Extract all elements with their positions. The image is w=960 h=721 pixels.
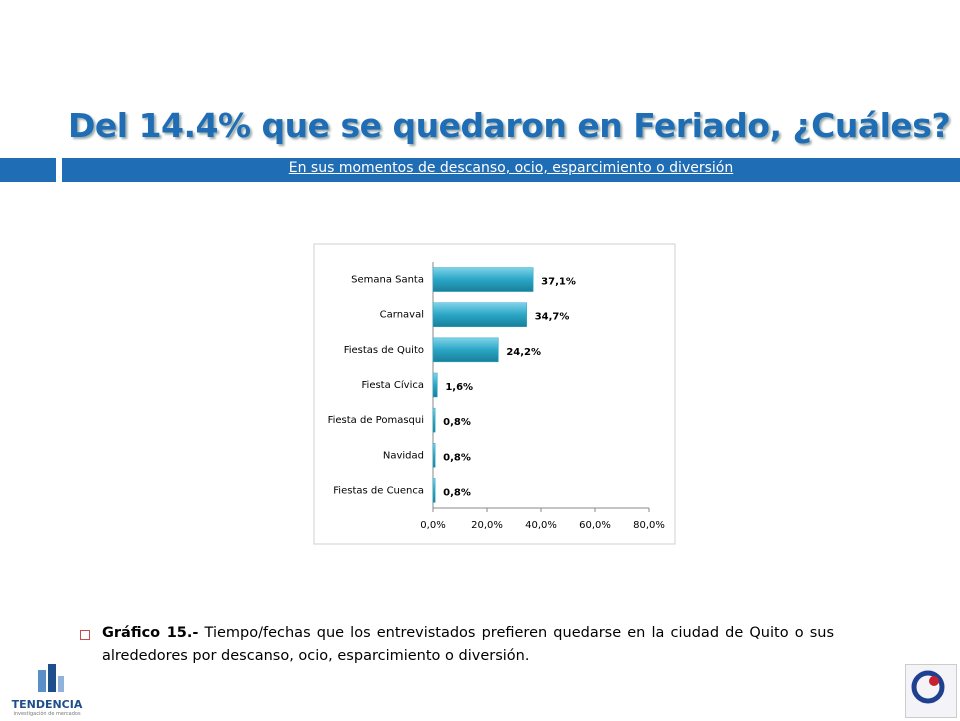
x-tick-label: 40,0% bbox=[525, 520, 557, 531]
sponsor-dot bbox=[929, 676, 939, 686]
y-tick-label: Fiestas de Quito bbox=[344, 345, 424, 356]
y-tick-label: Semana Santa bbox=[351, 275, 424, 286]
logo-tagline: investigación de mercados bbox=[13, 711, 81, 717]
logo-name: TENDENCIA bbox=[11, 698, 83, 711]
bar bbox=[432, 302, 527, 327]
logo-block bbox=[38, 670, 46, 692]
sponsor-graphic bbox=[911, 670, 945, 704]
value-label: 0,8% bbox=[443, 487, 471, 498]
value-label: 24,2% bbox=[506, 347, 541, 358]
x-tick-label: 80,0% bbox=[633, 520, 665, 531]
value-label: 0,8% bbox=[443, 417, 471, 428]
value-label: 1,6% bbox=[445, 382, 473, 393]
bullet bbox=[80, 630, 90, 640]
bar bbox=[432, 478, 436, 503]
sponsor-ring bbox=[911, 670, 945, 704]
bar bbox=[432, 443, 436, 468]
y-tick-label: Fiesta Cívica bbox=[362, 379, 424, 391]
chart: 0,0% 20,0% 40,0% 60,0% 80,0% Semana Santa 37,1… bbox=[313, 243, 676, 545]
y-tick-label: Navidad bbox=[383, 450, 424, 461]
slide-title: Del 14.4% que se quedaron en Feriado, ¿C… bbox=[68, 106, 951, 145]
subtitle-band bbox=[62, 158, 960, 182]
x-tick-label: 60,0% bbox=[579, 520, 611, 531]
bar bbox=[432, 407, 436, 433]
y-tick-label: Fiesta de Pomasqui bbox=[328, 415, 424, 426]
y-tick-label: Fiestas de Cuenca bbox=[333, 485, 424, 496]
logo-block bbox=[58, 676, 64, 692]
sponsor-logo bbox=[905, 664, 957, 718]
value-label: 37,1% bbox=[541, 277, 576, 288]
value-label: 34,7% bbox=[535, 312, 570, 323]
x-tick-label: 20,0% bbox=[471, 520, 503, 531]
bar bbox=[432, 267, 534, 292]
chart-frame bbox=[313, 243, 676, 545]
logo-block bbox=[48, 664, 56, 692]
caption: Gráfico 15.- Tiempo/fechas que los entre… bbox=[102, 622, 834, 668]
caption-label: Gráfico 15.- bbox=[102, 625, 199, 641]
subtitle: En sus momentos de descanso, ocio, espar… bbox=[288, 160, 734, 176]
value-label: 0,8% bbox=[443, 452, 471, 463]
logo: TENDENCIA investigación de mercados bbox=[8, 664, 86, 717]
bar bbox=[432, 337, 499, 363]
x-tick-label: 0,0% bbox=[420, 520, 445, 531]
bar bbox=[432, 372, 438, 398]
y-tick-label: Carnaval bbox=[380, 310, 424, 321]
logo-graphic bbox=[38, 664, 64, 692]
caption-text: Tiempo/fechas que los entrevistados pref… bbox=[102, 625, 834, 664]
accent-block bbox=[0, 158, 56, 182]
